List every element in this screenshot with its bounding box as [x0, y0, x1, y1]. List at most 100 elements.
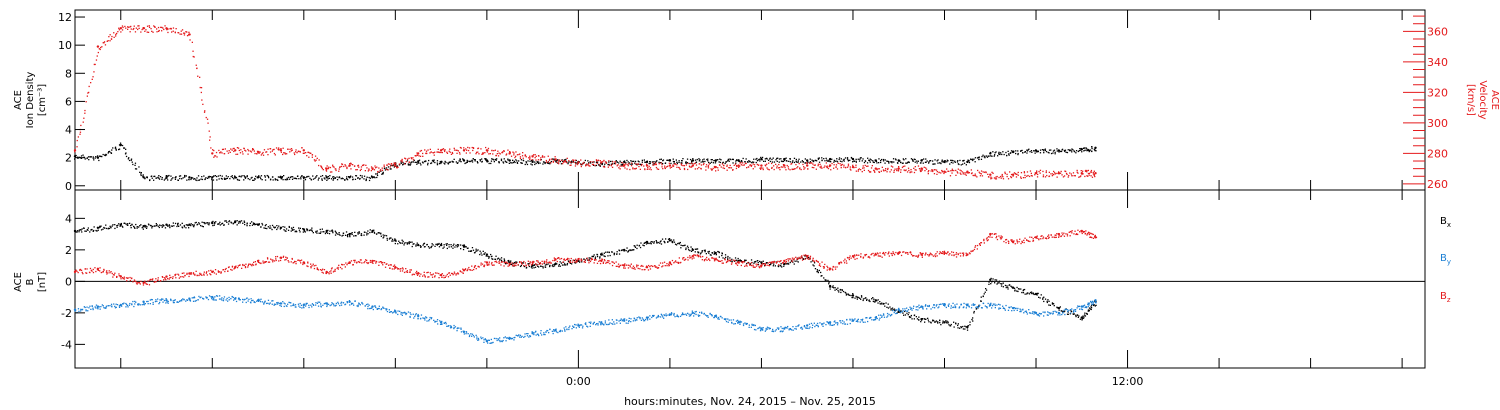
scatter-dot — [740, 321, 743, 323]
scatter-dot — [1026, 311, 1028, 313]
scatter-dot — [214, 221, 216, 224]
scatter-dot — [572, 159, 575, 161]
scatter-dot — [493, 161, 495, 163]
scatter-dot — [517, 335, 519, 337]
scatter-dot — [543, 333, 545, 336]
scatter-dot — [857, 170, 859, 172]
scatter-dot — [87, 310, 89, 312]
scatter-dot — [551, 330, 553, 332]
scatter-dot — [417, 160, 419, 162]
scatter-dot — [853, 160, 855, 162]
scatter-dot — [132, 300, 134, 303]
scatter-dot — [198, 295, 200, 298]
scatter-dot — [137, 303, 139, 305]
scatter-dot — [914, 161, 916, 163]
scatter-dot — [404, 163, 406, 165]
scatter-dot — [832, 285, 834, 287]
scatter-dot — [99, 308, 101, 310]
scatter-dot — [727, 318, 729, 320]
scatter-dot — [409, 164, 411, 166]
scatter-dot — [160, 26, 162, 28]
scatter-dot — [861, 171, 863, 173]
scatter-dot — [753, 324, 755, 326]
scatter-dot — [88, 85, 90, 88]
scatter-dot — [797, 325, 799, 327]
scatter-dot — [1022, 292, 1025, 294]
scatter-dot — [1001, 153, 1003, 156]
scatter-dot — [91, 270, 93, 272]
scatter-dot — [102, 270, 104, 273]
scatter-dot — [655, 163, 657, 166]
scatter-dot — [1083, 316, 1085, 318]
scatter-dot — [358, 166, 360, 168]
scatter-dot — [308, 304, 310, 306]
scatter-dot — [320, 175, 322, 178]
scatter-dot — [141, 227, 143, 229]
scatter-dot — [1049, 313, 1051, 315]
scatter-dot — [706, 315, 708, 317]
scatter-dot — [655, 160, 657, 163]
scatter-dot — [368, 304, 370, 306]
scatter-dot — [110, 271, 112, 273]
scatter-dot — [822, 323, 824, 325]
scatter-dot — [778, 158, 781, 160]
scatter-dot — [247, 178, 249, 180]
scatter-dot — [255, 223, 257, 225]
scatter-dot — [999, 304, 1001, 306]
scatter-dot — [413, 317, 415, 319]
scatter-dot — [393, 162, 396, 164]
scatter-dot — [855, 160, 857, 162]
data-point — [806, 324, 809, 327]
scatter-dot — [605, 251, 607, 253]
scatter-dot — [596, 162, 598, 165]
scatter-dot — [952, 306, 954, 309]
scatter-dot — [334, 177, 336, 179]
scatter-dot — [448, 150, 450, 152]
scatter-dot — [979, 175, 982, 177]
scatter-dot — [384, 167, 386, 169]
scatter-dot — [350, 175, 352, 177]
scatter-dot — [1073, 310, 1075, 312]
scatter-dot — [627, 251, 629, 253]
scatter-dot — [240, 220, 243, 222]
scatter-dot — [108, 270, 110, 272]
scatter-dot — [951, 168, 953, 170]
scatter-dot — [338, 170, 340, 172]
scatter-dot — [327, 167, 330, 170]
scatter-dot — [675, 159, 677, 161]
scatter-dot — [106, 273, 108, 275]
scatter-dot — [379, 169, 382, 171]
scatter-dot — [539, 262, 541, 265]
scatter-dot — [260, 226, 262, 228]
scatter-dot — [419, 245, 421, 247]
scatter-dot — [978, 158, 980, 161]
scatter-dot — [137, 25, 139, 27]
scatter-dot — [409, 316, 411, 318]
scatter-dot — [205, 177, 207, 179]
scatter-dot — [965, 326, 967, 328]
scatter-dot — [170, 175, 172, 177]
scatter-dot — [290, 148, 293, 150]
scatter-dot — [78, 231, 80, 233]
scatter-dot — [935, 169, 938, 171]
scatter-dot — [976, 176, 978, 178]
scatter-dot — [650, 243, 652, 245]
scatter-dot — [670, 162, 672, 165]
scatter-dot — [1052, 310, 1054, 313]
scatter-dot — [100, 306, 102, 308]
data-point — [966, 160, 969, 164]
scatter-dot — [107, 152, 109, 154]
scatter-dot — [616, 165, 618, 167]
scatter-dot — [844, 166, 847, 169]
scatter-dot — [659, 241, 661, 243]
scatter-dot — [1020, 309, 1022, 311]
data-point — [439, 149, 443, 152]
scatter-dot — [575, 262, 577, 264]
scatter-dot — [585, 165, 587, 167]
scatter-dot — [962, 325, 964, 328]
scatter-dot — [746, 322, 748, 325]
scatter-dot — [588, 259, 591, 261]
scatter-dot — [407, 163, 409, 165]
scatter-dot — [644, 319, 646, 322]
scatter-dot — [865, 297, 867, 299]
